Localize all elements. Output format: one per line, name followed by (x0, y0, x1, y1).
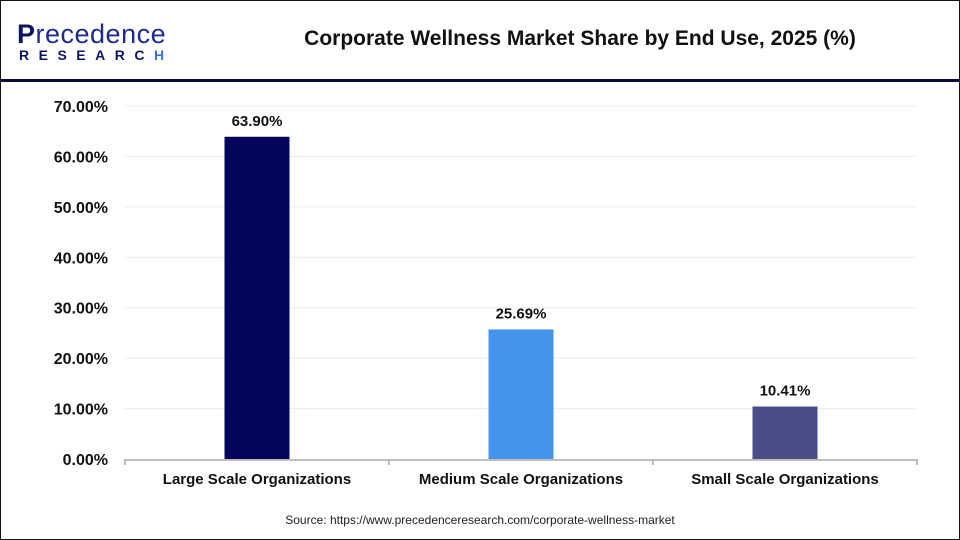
y-tick-label: 0.00% (63, 452, 108, 469)
y-tick-label: 50.00% (54, 200, 108, 217)
y-tick-label: 10.00% (54, 402, 108, 419)
y-tick-label: 40.00% (54, 250, 108, 267)
precedence-research-logo: Precedence RESEARCH (17, 19, 174, 63)
bar (488, 329, 554, 459)
bar (752, 406, 818, 459)
bar (224, 136, 290, 460)
x-tick-label: Large Scale Organizations (163, 471, 351, 488)
x-tick-label: Medium Scale Organizations (419, 471, 623, 488)
x-tick-label: Small Scale Organizations (691, 471, 879, 488)
y-tick-label: 60.00% (54, 149, 108, 166)
y-tick-label: 70.00% (54, 99, 108, 116)
data-label: 25.69% (496, 305, 547, 322)
y-tick-label: 20.00% (54, 351, 108, 368)
source-note: Source: https://www.precedenceresearch.c… (285, 513, 675, 527)
chart-title: Corporate Wellness Market Share by End U… (304, 27, 856, 50)
y-tick-label: 30.00% (54, 301, 108, 318)
data-label: 63.90% (232, 113, 283, 130)
header: Precedence RESEARCH Corporate Wellness M… (0, 0, 960, 82)
data-label: 10.41% (760, 383, 811, 400)
